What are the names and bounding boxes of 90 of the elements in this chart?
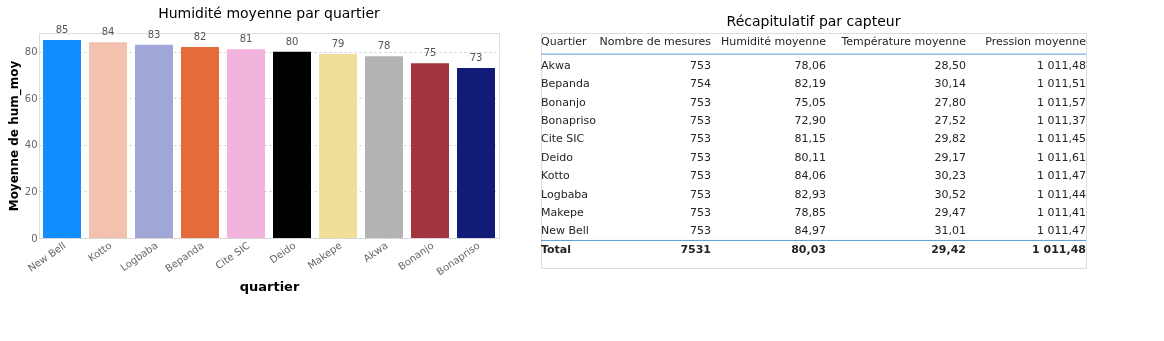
category-label: Bonapriso (541, 114, 597, 128)
text: 7531 (680, 242, 711, 256)
bar (365, 56, 403, 238)
category-label: Cite SIC (541, 132, 585, 146)
y-tick-label: 60 (24, 92, 38, 104)
text: 84,06 (794, 169, 826, 183)
y-tick-label: 80 (24, 46, 38, 58)
text: 28,50 (934, 59, 966, 73)
text: 1 011,45 (1037, 132, 1086, 146)
data-label: 79 (331, 37, 345, 49)
text: 82,19 (794, 77, 826, 91)
text: 30,14 (934, 77, 966, 91)
text: 27,80 (934, 95, 966, 109)
text: 753 (690, 114, 711, 128)
text: 1 011,37 (1037, 114, 1086, 128)
text: 82,93 (794, 187, 826, 201)
text: 30,52 (934, 187, 966, 201)
text: 753 (690, 187, 711, 201)
category-label: Température moyenne (840, 35, 967, 49)
bar (273, 51, 311, 238)
text: 1 011,61 (1037, 150, 1086, 164)
data-label: 82 (193, 30, 207, 42)
text: 753 (690, 95, 711, 109)
data-label: 83 (147, 28, 161, 40)
category-label: Bonanjo (541, 95, 586, 109)
text: 29,82 (934, 132, 966, 146)
bar (181, 46, 219, 238)
data-label: 80 (285, 35, 299, 47)
category-label: Nombre de mesures (599, 35, 712, 49)
text: 84,97 (794, 224, 826, 238)
category-label: Total (541, 242, 572, 256)
category-label: Logbaba (541, 187, 589, 201)
text: 30,23 (934, 169, 966, 183)
data-label: 84 (101, 26, 115, 38)
text: 754 (690, 77, 711, 91)
text: 31,01 (934, 224, 966, 238)
y-tick-label: 20 (24, 185, 38, 197)
data-label: 78 (377, 40, 391, 52)
text: 27,52 (934, 114, 966, 128)
bar (135, 44, 173, 238)
category-label: Humidité moyenne (720, 35, 827, 49)
text: 753 (690, 169, 711, 183)
text: 1 011,47 (1037, 224, 1086, 238)
text: 753 (690, 150, 711, 164)
text: 81,15 (794, 132, 826, 146)
category-label: Deido (541, 150, 574, 164)
text: 78,06 (794, 59, 826, 73)
bar (43, 39, 81, 238)
y-tick-label: 0 (31, 232, 38, 244)
bar (457, 67, 495, 238)
text: 72,90 (794, 114, 826, 128)
text: 1 011,44 (1037, 187, 1086, 201)
bar (411, 63, 449, 238)
data-label: 73 (469, 51, 483, 63)
bar (319, 53, 357, 238)
text: Récapitulatif par capteur (726, 13, 901, 29)
text: 1 011,48 (1032, 242, 1086, 256)
chart-title: Humidité moyenne par quartier (158, 4, 381, 21)
text: 80,11 (794, 150, 826, 164)
text: 753 (690, 205, 711, 219)
text: 753 (690, 224, 711, 238)
x-axis-title: quartier (239, 279, 300, 295)
text: 29,47 (934, 205, 966, 219)
category-label: New Bell (541, 224, 589, 238)
y-tick-label: 40 (24, 139, 38, 151)
text: 753 (690, 59, 711, 73)
bar (227, 49, 265, 238)
category-label: Akwa (541, 59, 571, 73)
category-label: Quartier (541, 35, 588, 49)
category-label: Kotto (541, 169, 570, 183)
text: 753 (690, 132, 711, 146)
text: 80,03 (791, 242, 826, 256)
text: 75,05 (794, 95, 826, 109)
text: 1 011,48 (1037, 59, 1086, 73)
category-label: Makepe (541, 205, 584, 219)
text: 29,17 (934, 150, 966, 164)
data-label: 85 (55, 23, 69, 35)
text: 1 011,41 (1037, 205, 1086, 219)
category-label: Pression moyenne (985, 35, 1087, 49)
text: 1 011,47 (1037, 169, 1086, 183)
x-tick-label: Cite SIC (213, 239, 252, 272)
text: 78,85 (794, 205, 826, 219)
data-label: 75 (423, 47, 437, 59)
category-label: Bepanda (541, 77, 590, 91)
text: 1 011,57 (1037, 95, 1086, 109)
bar (89, 42, 127, 238)
data-label: 81 (239, 33, 253, 45)
text: 1 011,51 (1037, 77, 1086, 91)
y-axis-title: Moyenne de hum_moy (6, 60, 22, 212)
text: 29,42 (931, 242, 966, 256)
